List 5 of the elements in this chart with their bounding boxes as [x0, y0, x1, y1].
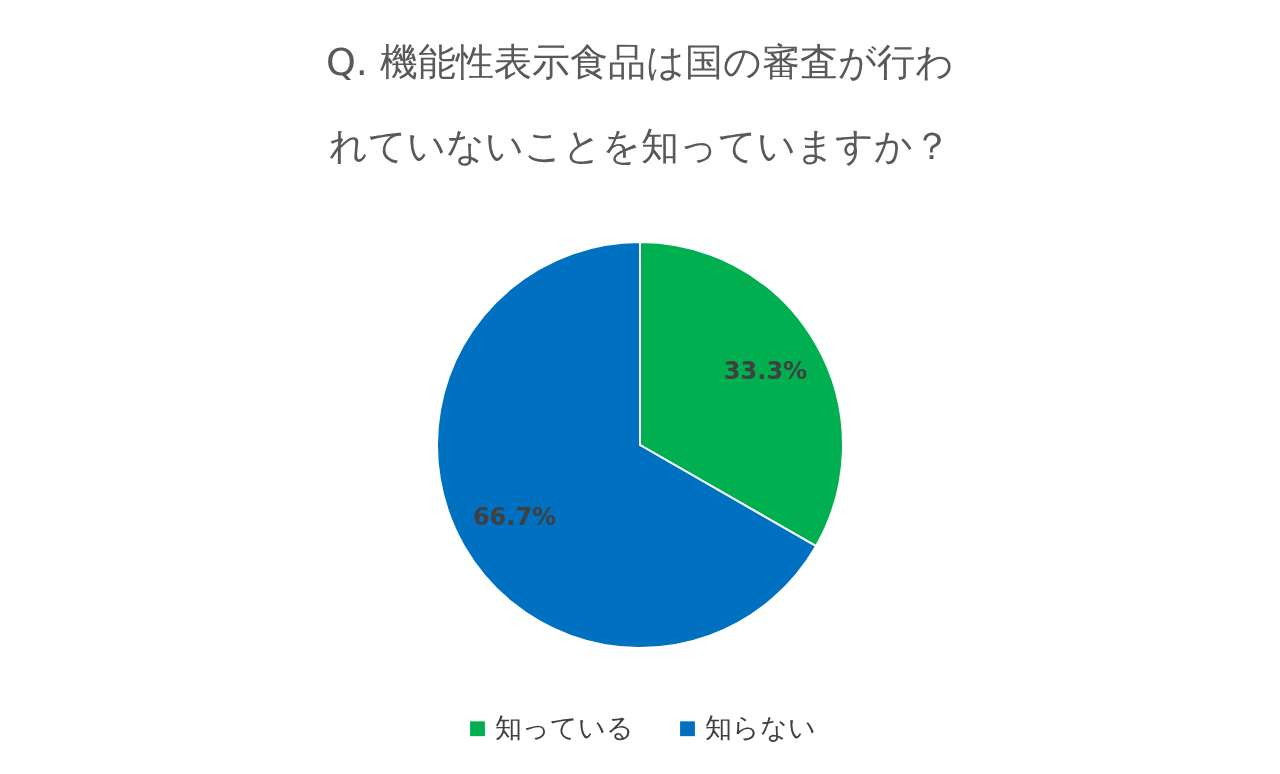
data-label: 33.3%: [723, 357, 808, 386]
data-label: 66.7%: [472, 502, 557, 531]
chart-title: Q. 機能性表示食品は国の審査が行われていないことを知っていますか？: [324, 39, 956, 170]
legend-label: 知らない: [705, 711, 816, 743]
legend-label: 知っている: [495, 711, 634, 743]
